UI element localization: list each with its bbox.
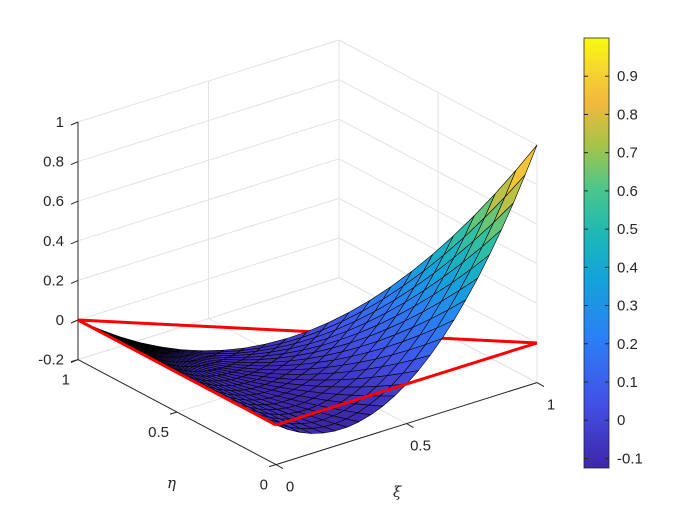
- z-tick-label: 0: [56, 312, 64, 329]
- eta-tick-mark: [169, 411, 178, 415]
- wall-grid-line: [77, 158, 340, 242]
- red-outline-edge: [77, 318, 277, 427]
- wall-grid-line: [77, 118, 340, 202]
- colorbar-tick-label: 0.3: [617, 298, 638, 315]
- z-tick-mark: [70, 161, 79, 166]
- tick-labels: -0.2 0 0.2 0.4 0.6 0.8 1 0 0.5 1 0 0.5 1: [38, 114, 555, 496]
- z-tick-label: 0.6: [43, 193, 64, 210]
- wall-grid-line: [77, 197, 340, 281]
- colorbar-tick-label: 0.8: [617, 106, 638, 123]
- z-tick-label: 0.2: [43, 272, 64, 289]
- xi-tick-mark: [275, 464, 284, 470]
- eta-axis-label: η: [167, 474, 176, 492]
- xi-tick-mark: [536, 382, 545, 388]
- colorbar-tick-label: 0.6: [617, 183, 638, 200]
- colorbar-tick-label: 0.4: [617, 259, 638, 276]
- xi-tick-label: 0.5: [410, 438, 431, 455]
- xi-axis-label: ξ: [393, 483, 402, 501]
- wall-grid-line: [338, 158, 538, 265]
- xi-tick-mark: [406, 423, 414, 429]
- eta-tick-mark: [70, 359, 79, 363]
- colorbar-tick-label: 0.9: [617, 68, 638, 85]
- colorbar-tick-label: 0.1: [617, 374, 638, 391]
- colorbar-tick-label: 0: [617, 412, 625, 429]
- wall-grid-line: [77, 39, 340, 123]
- colorbar-tick-label: 0.2: [617, 336, 638, 353]
- xi-tick-label: 1: [547, 397, 555, 414]
- z-tick-label: 0.4: [43, 233, 64, 250]
- wall-grid-line: [338, 39, 538, 146]
- z-tick-mark: [70, 240, 79, 245]
- red-outline-edge: [275, 341, 538, 427]
- colorbar-tick-label: 0.7: [617, 145, 638, 162]
- wall-grid-line: [77, 277, 340, 361]
- colorbar-tick-label: 0.5: [617, 221, 638, 238]
- red-outline-front: [77, 318, 538, 427]
- z-tick-mark: [70, 319, 79, 324]
- z-tick-label: 1: [56, 114, 64, 131]
- wall-grid-line: [77, 79, 340, 163]
- z-tick-mark: [70, 200, 79, 205]
- xi-tick-label: 0: [286, 479, 294, 496]
- eta-tick-label: 0: [260, 477, 268, 494]
- wall-grid-line: [77, 237, 340, 321]
- grid-lines: [77, 39, 538, 466]
- surface: [77, 144, 538, 434]
- z-tick-mark: [70, 279, 79, 284]
- eta-tick-mark: [268, 464, 277, 468]
- wall-grid-line: [338, 79, 538, 186]
- eta-tick-label: 1: [62, 372, 70, 389]
- z-tick-mark: [70, 121, 79, 126]
- z-tick-label: -0.2: [38, 352, 64, 369]
- eta-tick-label: 0.5: [148, 424, 169, 441]
- colorbar-gradient: [583, 37, 610, 469]
- surface-patch: [504, 144, 538, 198]
- z-tick-label: 0.8: [43, 154, 64, 171]
- colorbar-tick-label: -0.1: [617, 450, 643, 467]
- colorbar: -0.1 0 0.1 0.2 0.3 0.4 0.5 0.6 0.7 0.8 0.9: [583, 37, 643, 469]
